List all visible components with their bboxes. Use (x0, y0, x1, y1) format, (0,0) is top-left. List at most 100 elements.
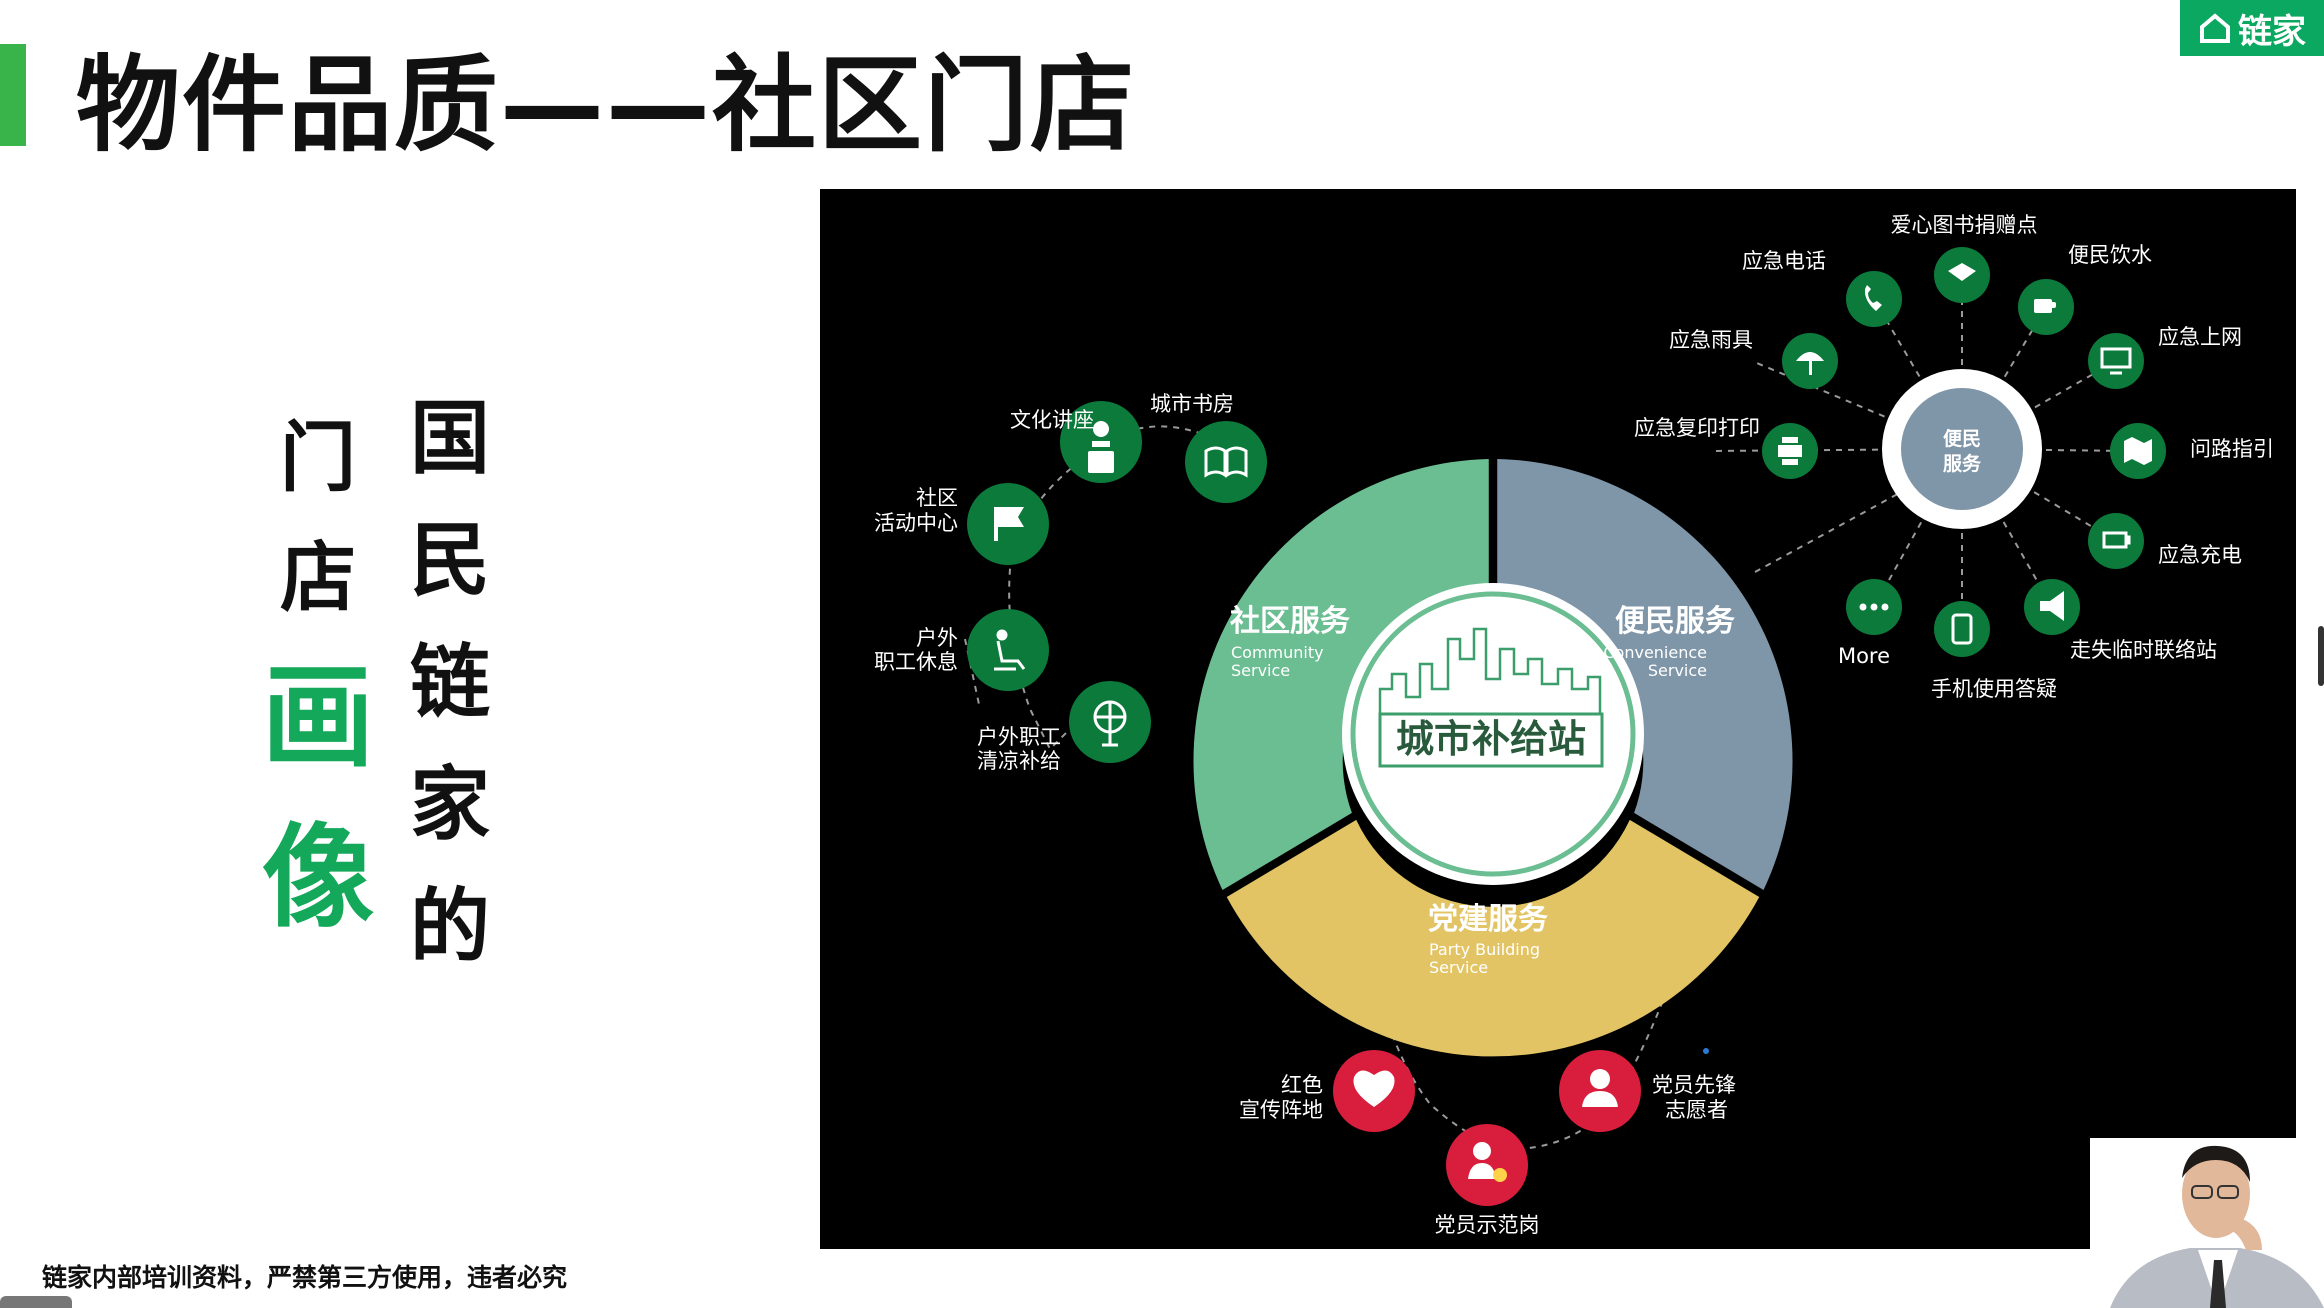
node-outdoor-rest (967, 609, 1049, 691)
node-umbrella (1782, 333, 1838, 389)
smartphone-icon (1951, 613, 1973, 645)
right-char-5: 的 (410, 880, 490, 973)
label-city-bookroom: 城市书房 (1150, 392, 1234, 416)
node-directions (2110, 423, 2166, 479)
left-char-2: 店 (280, 533, 356, 622)
skyline-icon (1378, 627, 1602, 724)
convenience-sub-1: Convenience (1603, 643, 1707, 662)
battery-icon (2102, 531, 2131, 549)
node-internet (2088, 333, 2144, 389)
node-red-publicity (1333, 1050, 1415, 1132)
person-icon (1582, 1069, 1618, 1107)
label-book-donation: 爱心图书捐赠点 (1891, 213, 2038, 237)
seat-icon (994, 629, 1026, 671)
label-lost-contact: 走失临时联络站 (2070, 638, 2217, 662)
node-party-volunteer (1559, 1050, 1641, 1132)
slide-title: 物件品质——社区门店 (76, 44, 1137, 166)
label-party-model: 党员示范岗 (1435, 1213, 1540, 1237)
monitor-icon (2100, 347, 2132, 375)
service-diagram: 城市补给站 社区服务 Community Service 便民服务 Conven… (874, 213, 2274, 1237)
party-sub-1: Party Building (1429, 940, 1540, 959)
label-drinking-water: 便民饮水 (2068, 243, 2152, 267)
convenience-title: 便民服务 (1615, 604, 1735, 639)
phone-icon (1864, 285, 1882, 311)
lianjia-logo: 链家 (2180, 0, 2324, 56)
node-printing (1762, 423, 1818, 479)
flag-icon (994, 507, 1024, 541)
label-outdoor-rest-1: 户外 (916, 626, 958, 650)
label-directions: 问路指引 (2190, 437, 2274, 461)
center-label: 城市补给站 (1396, 717, 1586, 761)
party-member-icon (1468, 1142, 1507, 1182)
node-emergency-phone (1846, 271, 1902, 327)
hub-label-1: 便民 (1943, 428, 1981, 450)
right-char-4: 家 (410, 758, 490, 851)
label-charging: 应急充电 (2158, 543, 2242, 567)
diagram-panel: 城市补给站 社区服务 Community Service 便民服务 Conven… (820, 189, 2296, 1249)
scrollbar-thumb[interactable] (2318, 626, 2324, 686)
label-red-publicity-2: 宣传阵地 (1239, 1098, 1323, 1122)
right-char-2: 民 (410, 514, 490, 607)
community-service-segment (1193, 459, 1489, 890)
umbrella-icon (1796, 352, 1824, 375)
book-heart-icon (1948, 263, 1976, 281)
logo-text: 链家 (2238, 11, 2306, 52)
label-emergency-phone: 应急电话 (1742, 249, 1826, 273)
cursor-dot (1703, 1048, 1709, 1054)
label-outdoor-rest-2: 职工休息 (874, 650, 958, 674)
fan-icon (1093, 700, 1127, 747)
community-sub-2: Service (1231, 661, 1290, 680)
right-char-3: 链 (410, 636, 490, 729)
hub-label-2: 服务 (1943, 452, 1982, 475)
node-culture-lecture (1060, 401, 1142, 483)
center-label-box (1378, 712, 1604, 768)
label-party-volunteer-1: 党员先锋 (1652, 1073, 1736, 1097)
node-outdoor-cooling (1069, 681, 1151, 763)
party-sub-2: Service (1429, 958, 1488, 977)
node-charging (2088, 513, 2144, 569)
label-outdoor-cooling-1: 户外职工 (977, 725, 1061, 749)
label-community-2: 活动中心 (874, 511, 958, 535)
party-building-segment (1226, 819, 1760, 1057)
convenience-service-segment (1497, 459, 1793, 890)
label-party-volunteer-2: 志愿者 (1665, 1098, 1728, 1122)
vertical-text-left: 门 店 画 像 (262, 398, 374, 958)
node-phone-help (1934, 601, 1990, 657)
label-internet: 应急上网 (2158, 325, 2242, 349)
house-icon (2200, 13, 2230, 43)
map-icon (2124, 437, 2152, 465)
node-lost-contact (2024, 579, 2080, 635)
party-title: 党建服务 (1428, 902, 1548, 937)
more-icon (1859, 603, 1889, 611)
label-phone-help: 手机使用答疑 (1931, 677, 2057, 701)
footer-notice: 链家内部培训资料，严禁第三方使用，违者必究 (42, 1263, 568, 1292)
left-char-1: 门 (280, 413, 356, 502)
megaphone-icon (2040, 591, 2064, 621)
center-ring (1350, 591, 1636, 877)
node-city-bookroom (1185, 421, 1267, 503)
right-char-1: 国 (410, 392, 490, 485)
node-community-center (967, 483, 1049, 565)
presenter-video (2090, 1138, 2324, 1308)
cup-icon (2034, 299, 2056, 313)
vertical-text-right: 国 民 链 家 的 (410, 378, 490, 988)
label-printing: 应急复印打印 (1634, 416, 1760, 440)
label-outdoor-cooling-2: 清凉补给 (977, 749, 1061, 773)
convenience-sub-2: Service (1648, 661, 1707, 680)
podium-icon (1088, 421, 1114, 473)
label-umbrella: 应急雨具 (1669, 328, 1753, 352)
printer-icon (1778, 437, 1802, 465)
node-book-donation (1934, 247, 1990, 303)
community-sub-1: Community (1231, 643, 1324, 662)
label-community-1: 社区 (916, 486, 958, 510)
node-drinking-water (2018, 279, 2074, 335)
bottom-toolbar-handle[interactable] (0, 1296, 72, 1308)
community-title: 社区服务 (1230, 604, 1350, 639)
left-char-green-1: 画 (262, 653, 374, 783)
title-accent-bar (0, 44, 26, 146)
label-culture-lecture: 文化讲座 (1010, 408, 1094, 432)
node-more (1846, 579, 1902, 635)
book-icon (1204, 446, 1248, 478)
node-party-model (1446, 1124, 1528, 1206)
label-more: More (1838, 644, 1890, 668)
